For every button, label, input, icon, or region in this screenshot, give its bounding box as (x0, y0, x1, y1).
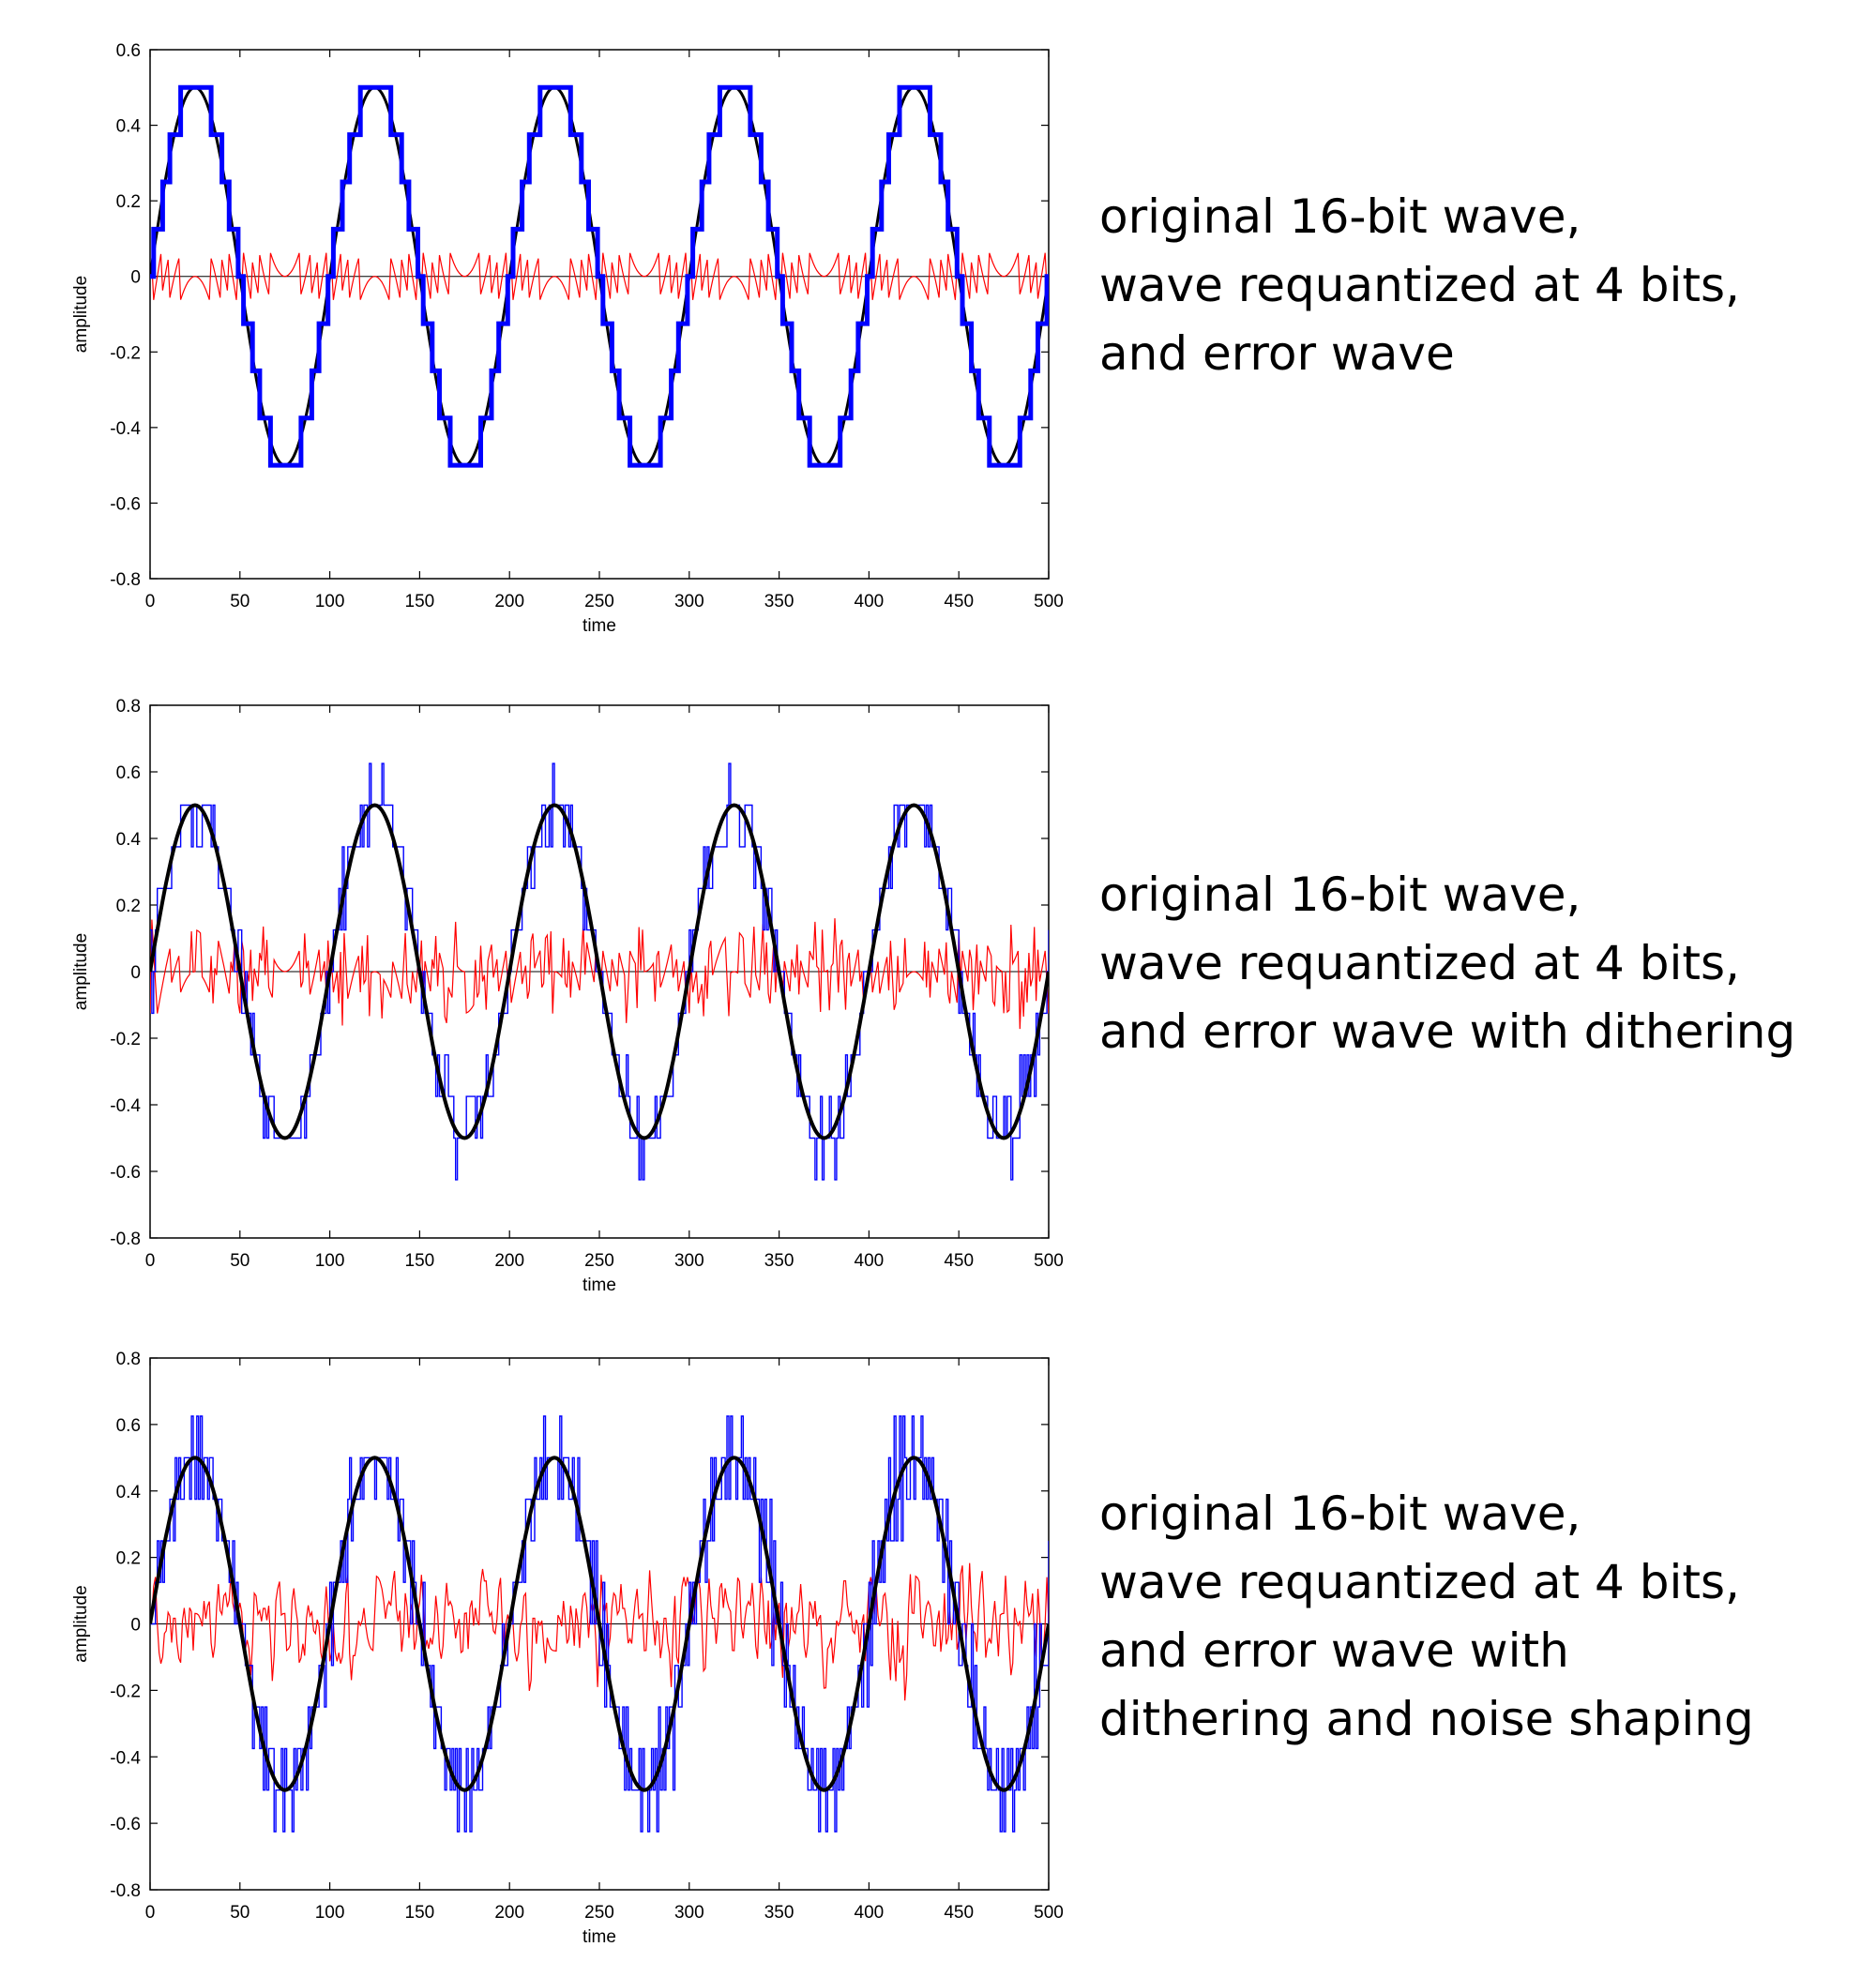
x-tick-label: 450 (944, 1903, 974, 1923)
x-tick-label: 200 (494, 1903, 524, 1923)
x-tick-label: 400 (855, 1251, 885, 1271)
y-tick-label: -0.6 (110, 494, 141, 514)
y-tick-label: 0 (130, 1616, 141, 1636)
x-tick-label: 50 (230, 1903, 250, 1923)
caption-3-line-2: wave requantized at 4 bits, (1099, 1555, 1740, 1609)
caption-1: original 16-bit wave, wave requantized a… (1099, 183, 1740, 388)
x-tick-label: 250 (584, 1903, 614, 1923)
x-tick-label: 150 (405, 592, 435, 611)
y-tick-label: -0.4 (110, 419, 141, 439)
x-tick-label: 50 (230, 1251, 250, 1271)
series-original-wave (150, 1456, 1049, 1792)
series-original-wave (150, 803, 1049, 1140)
x-tick-label: 350 (764, 1251, 794, 1271)
x-tick-label: 150 (405, 1251, 435, 1271)
x-tick-label: 350 (764, 592, 794, 611)
y-tick-label: 0 (130, 268, 141, 288)
chart-panel-1: 0 50 100 150 200 250 300 350 400 450 500 -0.8 -0.6 -0… (0, 0, 1876, 656)
x-tick-label: 400 (855, 1903, 885, 1923)
x-tick-label: 350 (764, 1903, 794, 1923)
x-tick-label: 450 (944, 1251, 974, 1271)
y-tick-label: -0.8 (110, 570, 141, 590)
x-tick-label: 500 (1034, 1251, 1064, 1271)
x-tick-label: 50 (230, 592, 250, 611)
x-axis-label: time (582, 1275, 616, 1295)
caption-2: original 16-bit wave, wave requantized a… (1099, 861, 1795, 1066)
y-tick-label: -0.4 (110, 1096, 141, 1116)
x-tick-label: 400 (855, 592, 885, 611)
x-tick-label: 500 (1034, 1903, 1064, 1923)
x-axis-label: time (582, 616, 616, 636)
x-tick-label: 100 (315, 592, 345, 611)
x-tick-label: 100 (315, 1251, 345, 1271)
x-tick-label: 200 (494, 1251, 524, 1271)
y-tick-label: 0.8 (116, 697, 141, 717)
x-tick-label: 150 (405, 1903, 435, 1923)
x-tick-label: 0 (145, 592, 156, 611)
caption-1-line-2: wave requantized at 4 bits, (1099, 258, 1740, 312)
x-tick-label: 500 (1034, 592, 1064, 611)
caption-3-line-3: and error wave with (1099, 1623, 1569, 1678)
chart-2: 0 50 100 150 200 250 300 350 400 450 500 -0.8 -0.6 -0… (71, 697, 1064, 1295)
y-tick-label: 0 (130, 963, 141, 983)
chart-panel-2: 0 50 100 150 200 250 300 350 400 450 500 -0.8 -0.6 -0… (0, 656, 1876, 1313)
x-tick-label: 0 (145, 1251, 156, 1271)
x-tick-label: 250 (584, 592, 614, 611)
y-tick-label: 0.6 (116, 763, 141, 783)
y-tick-label: 0.4 (116, 117, 142, 137)
caption-3-line-1: original 16-bit wave, (1099, 1487, 1581, 1541)
y-tick-label: 0.4 (116, 1483, 142, 1502)
x-tick-label: 300 (674, 1903, 704, 1923)
y-tick-label: -0.2 (110, 343, 141, 363)
y-tick-label: -0.4 (110, 1748, 141, 1768)
plot-frame (149, 49, 1050, 580)
y-axis-label: amplitude (71, 276, 91, 353)
y-tick-label: -0.6 (110, 1163, 141, 1183)
x-tick-label: 300 (674, 592, 704, 611)
y-tick-label: -0.2 (110, 1682, 141, 1701)
y-tick-label: 0.6 (116, 41, 141, 61)
x-tick-label: 450 (944, 592, 974, 611)
caption-3: original 16-bit wave, wave requantized a… (1099, 1480, 1754, 1754)
caption-2-line-3: and error wave with dithering (1099, 1004, 1796, 1059)
caption-3-line-4: dithering and noise shaping (1099, 1692, 1754, 1746)
y-tick-label: -0.2 (110, 1030, 141, 1049)
x-tick-label: 250 (584, 1251, 614, 1271)
y-axis-label: amplitude (71, 933, 91, 1010)
chart-3: 0 50 100 150 200 250 300 350 400 450 500 -0.8 -0.6 -0… (71, 1350, 1064, 1947)
y-tick-label: -0.6 (110, 1815, 141, 1834)
x-tick-label: 100 (315, 1903, 345, 1923)
caption-1-line-1: original 16-bit wave, (1099, 189, 1581, 244)
y-tick-label: 0.2 (116, 897, 141, 916)
y-tick-label: 0.2 (116, 192, 141, 212)
y-tick-label: 0.2 (116, 1549, 141, 1569)
caption-1-line-3: and error wave (1099, 326, 1455, 381)
y-tick-label: 0.8 (116, 1350, 141, 1369)
y-tick-label: 0.4 (116, 830, 142, 850)
y-tick-label: 0.6 (116, 1416, 141, 1436)
y-axis-label: amplitude (71, 1585, 91, 1662)
y-tick-label: -0.8 (110, 1881, 141, 1901)
x-tick-label: 300 (674, 1251, 704, 1271)
x-axis-label: time (582, 1927, 616, 1947)
x-tick-label: 0 (145, 1903, 156, 1923)
chart-1: 0 50 100 150 200 250 300 350 400 450 500 -0.8 -0.6 -0… (71, 41, 1064, 636)
caption-2-line-2: wave requantized at 4 bits, (1099, 936, 1740, 990)
y-tick-label: -0.8 (110, 1230, 141, 1249)
series-requantized-wave (150, 84, 1049, 468)
caption-2-line-1: original 16-bit wave, (1099, 868, 1581, 922)
chart-panel-3: 0 50 100 150 200 250 300 350 400 450 500 -0.8 -0.6 -0… (0, 1313, 1876, 1969)
x-tick-label: 200 (494, 592, 524, 611)
